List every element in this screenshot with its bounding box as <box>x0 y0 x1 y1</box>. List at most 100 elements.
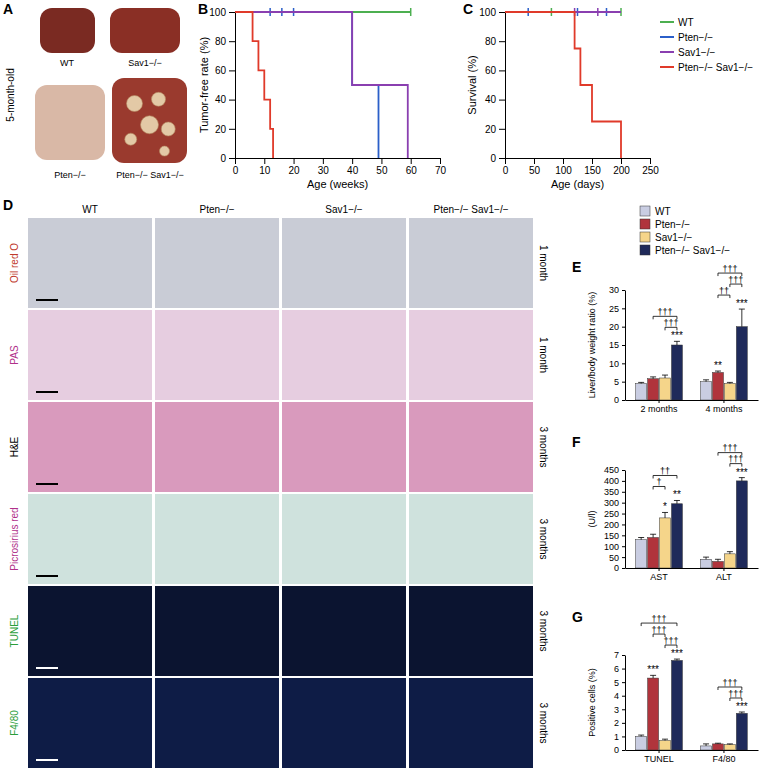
error-stem <box>676 341 677 345</box>
legend-swatch <box>640 232 650 242</box>
error-bar <box>715 559 721 561</box>
micrograph <box>28 494 152 584</box>
tick-mark <box>622 327 625 328</box>
tick-mark <box>622 709 625 710</box>
tick-mark <box>534 158 535 164</box>
tick-label: 3 <box>614 705 619 715</box>
axis-line <box>626 750 759 751</box>
tick-mark <box>294 158 295 164</box>
tick: 0 <box>614 745 625 755</box>
censor-mark <box>410 8 412 16</box>
error-cap <box>638 382 644 383</box>
tick-label: 0 <box>614 745 619 755</box>
bar <box>724 384 735 401</box>
tick: 60 <box>215 65 235 76</box>
panel-label: G <box>572 609 583 625</box>
tick-label: 20 <box>289 165 301 176</box>
panel-label: B <box>198 1 208 17</box>
tick: 1 <box>614 732 625 742</box>
axis: 01234567 <box>614 650 626 755</box>
axis-line <box>625 656 626 751</box>
photo <box>35 85 105 160</box>
error-bar <box>638 382 644 383</box>
tick-label: 60 <box>215 65 227 76</box>
tick: 200 <box>604 520 625 530</box>
tick: 300 <box>604 498 625 508</box>
tick-mark <box>622 546 625 547</box>
tick-mark <box>622 696 625 697</box>
tick-mark <box>563 158 564 164</box>
axis-line <box>625 471 626 569</box>
error-cap <box>650 534 656 535</box>
bar <box>712 561 723 568</box>
tick-label: 100 <box>604 542 619 552</box>
caption: Pten−/− <box>54 170 86 180</box>
tick: 0 <box>233 158 239 176</box>
tick: 0 <box>614 395 625 405</box>
tick-mark <box>264 158 265 164</box>
tick-mark <box>659 750 660 753</box>
tick: F4/80 <box>712 750 735 764</box>
axis-title: Positive cells (%) <box>587 668 597 737</box>
bar <box>701 746 712 750</box>
micrograph <box>282 402 406 492</box>
column-header: Pten−/− <box>199 204 234 215</box>
tick: 150 <box>604 531 625 541</box>
tick-mark <box>622 363 625 364</box>
panel-label: C <box>463 1 473 17</box>
error-stem <box>665 375 666 378</box>
tick-mark <box>499 158 505 159</box>
tick-label: 2 months <box>641 404 679 414</box>
tick-label: 100 <box>209 7 226 18</box>
tick-mark <box>622 514 625 515</box>
row-time: 3 months <box>538 518 549 559</box>
tick: TUNEL <box>644 750 674 764</box>
significance: ††† <box>658 307 673 317</box>
tick-mark <box>622 557 625 558</box>
caption: WT <box>60 58 74 68</box>
error-bar <box>662 739 668 740</box>
plot-area <box>636 478 748 568</box>
tick-label: 250 <box>642 165 659 176</box>
legend-label: Pten−/− <box>655 219 690 230</box>
bar <box>671 504 682 568</box>
micrograph <box>28 402 152 492</box>
tick: 450 <box>604 465 625 475</box>
micrograph <box>155 402 279 492</box>
tick-mark <box>229 158 235 159</box>
tick-label: 80 <box>485 36 497 47</box>
micrograph <box>409 494 533 584</box>
tumor <box>160 146 170 156</box>
tick-mark <box>411 158 412 164</box>
tick-label: 40 <box>215 94 227 105</box>
legend-swatch <box>660 66 674 68</box>
tick: 100 <box>209 7 235 18</box>
chart-3: F050100150200250300350400450ASTALT(U/l)*… <box>572 434 759 582</box>
legend-label: Pten−/− Sav1−/− <box>655 245 730 256</box>
tick: 30 <box>318 158 330 176</box>
tick: 100 <box>555 158 572 176</box>
bar <box>712 373 723 401</box>
tick: 10 <box>609 359 625 369</box>
tick-label: 50 <box>529 165 541 176</box>
tick-mark <box>592 158 593 164</box>
significance: ††† <box>728 454 743 464</box>
legend-label: WT <box>678 17 694 28</box>
tick-mark <box>622 503 625 504</box>
tick-label: 30 <box>318 165 330 176</box>
tick-mark <box>723 400 724 403</box>
tick-mark <box>622 669 625 670</box>
micrograph <box>155 678 279 768</box>
tick: 40 <box>485 94 505 105</box>
axis-line <box>235 13 236 159</box>
tick-label: 150 <box>584 165 601 176</box>
chart-1: C050100150200250020406080100Age (days)Su… <box>463 1 753 190</box>
tick-label: 30 <box>609 285 619 295</box>
row-label: Oil red O <box>9 243 20 283</box>
tick-label: 50 <box>376 165 388 176</box>
legend-swatch <box>640 206 650 216</box>
panel-a: A5-month-oldWTSav1−/−Pten−/−Pten−/− Sav1… <box>3 1 187 180</box>
tick: 40 <box>215 94 235 105</box>
tick-label: TUNEL <box>644 754 674 764</box>
error-cap <box>715 559 721 560</box>
